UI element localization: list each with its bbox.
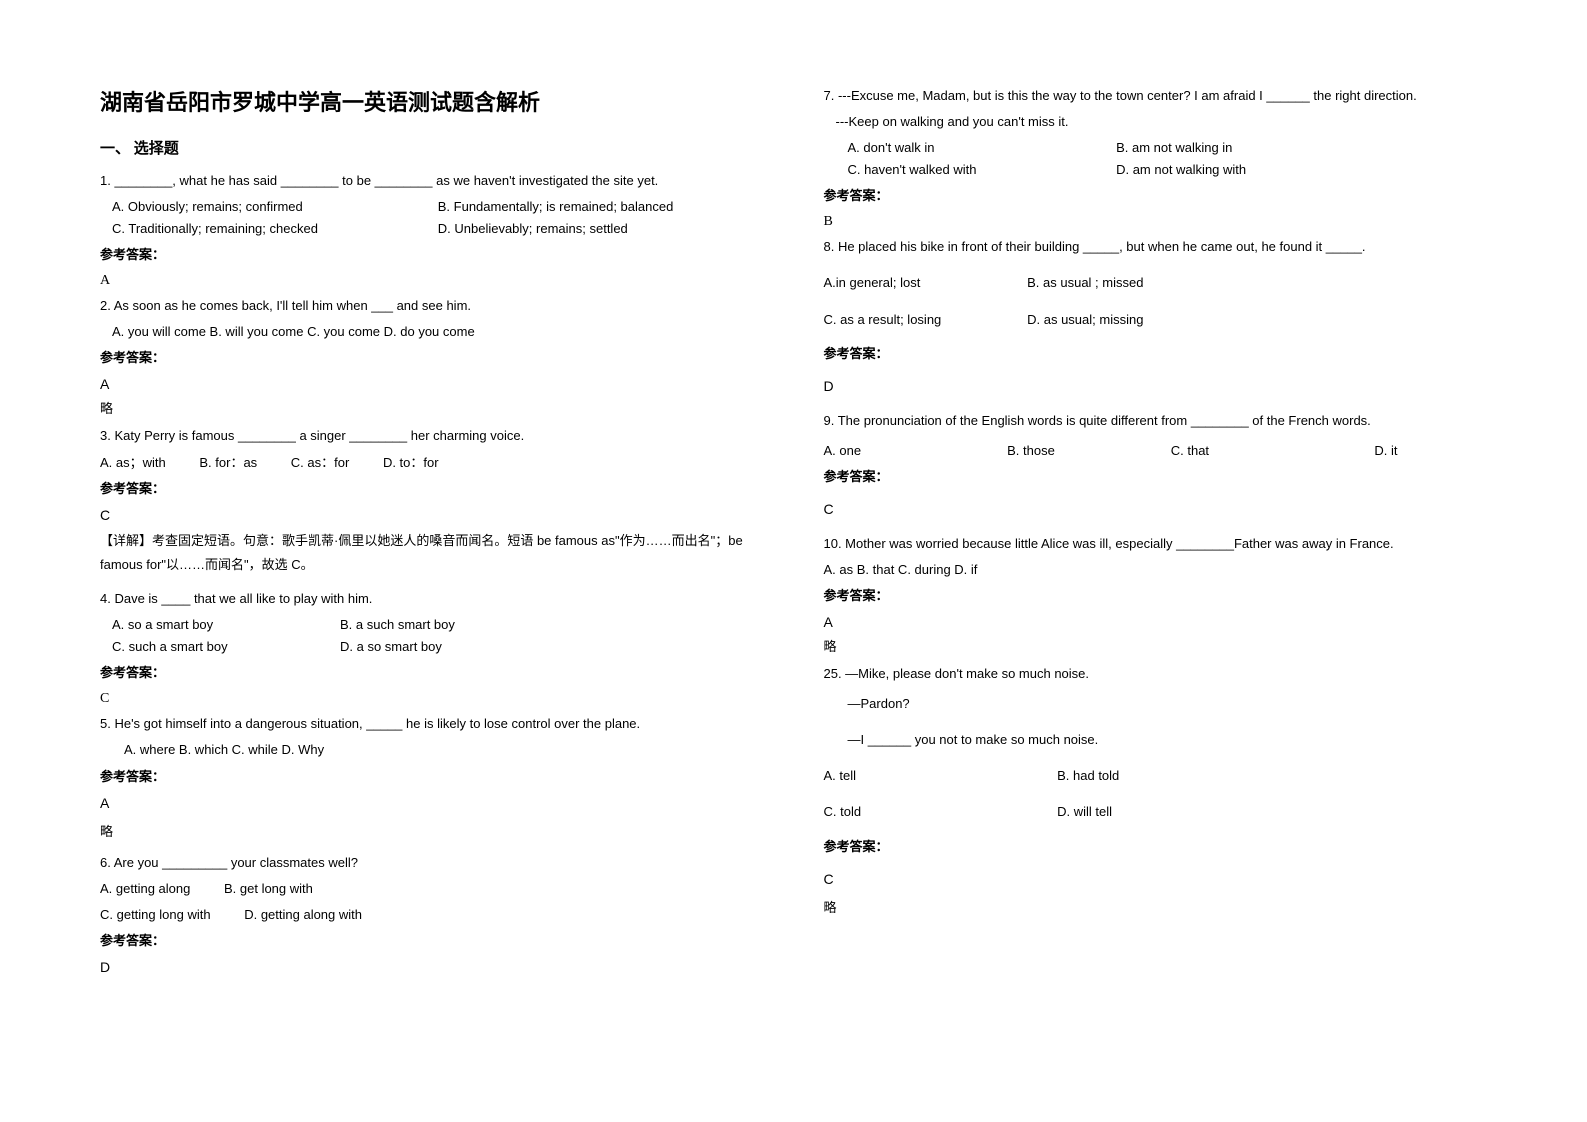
q1-optC: C. Traditionally; remaining; checked — [112, 218, 438, 240]
q3-answer: C — [100, 507, 764, 523]
q1-optD: D. Unbelievably; remains; settled — [438, 218, 764, 240]
q10-note: 略 — [824, 636, 1488, 655]
q9-optD: D. it — [1374, 443, 1397, 458]
q7-answer-label: 参考答案： — [824, 185, 1488, 204]
q3-answer-label: 参考答案： — [100, 478, 764, 497]
q25-row2: C. told D. will tell — [824, 801, 1488, 823]
q25-optC: C. told — [824, 801, 1054, 823]
q6-answer-label: 参考答案： — [100, 930, 764, 949]
q7-answer: B — [824, 214, 1488, 230]
q10-answer: A — [824, 614, 1488, 630]
q10-options: A. as B. that C. during D. if — [824, 559, 1488, 581]
q25-line2: —Pardon? — [824, 693, 1488, 715]
q7-optD: D. am not walking with — [1116, 159, 1436, 181]
q7-optA: A. don't walk in — [848, 137, 1117, 159]
q9-answer-label: 参考答案： — [824, 466, 1488, 485]
left-column: 湖南省岳阳市罗城中学高一英语测试题含解析 一、 选择题 1. ________,… — [100, 85, 764, 981]
q6-text: 6. Are you _________ your classmates wel… — [100, 852, 764, 874]
q4-options: A. so a smart boy B. a such smart boy C.… — [100, 614, 764, 658]
q3-optA: A. as；with — [100, 452, 166, 474]
q8-text: 8. He placed his bike in front of their … — [824, 236, 1488, 258]
q10-text: 10. Mother was worried because little Al… — [824, 533, 1488, 555]
q4-optA: A. so a smart boy — [112, 614, 340, 636]
q1-text: 1. ________, what he has said ________ t… — [100, 170, 764, 192]
q25-line3: —I ______ you not to make so much noise. — [824, 729, 1488, 751]
q25-answer-label: 参考答案： — [824, 836, 1488, 855]
q4-answer-label: 参考答案： — [100, 662, 764, 681]
q4-optB: B. a such smart boy — [340, 614, 666, 636]
q3-explain: 【详解】考查固定短语。句意：歌手凯蒂·佩里以她迷人的嗓音而闻名。短语 be fa… — [100, 529, 764, 578]
q2-note: 略 — [100, 398, 764, 417]
q25-note: 略 — [824, 897, 1488, 916]
q8-answer-label: 参考答案： — [824, 343, 1488, 362]
q4-answer: C — [100, 691, 764, 707]
q2-answer: A — [100, 376, 764, 392]
q8-optA: A.in general; lost — [824, 272, 1024, 294]
q6-row1: A. getting along B. get long with — [100, 878, 764, 900]
q9-optC: C. that — [1171, 440, 1371, 462]
q8-answer: D — [824, 378, 1488, 394]
q8-row1: A.in general; lost B. as usual ; missed — [824, 272, 1488, 294]
q6-optD: D. getting along with — [244, 904, 362, 926]
q6-row2: C. getting long with D. getting along wi… — [100, 904, 764, 926]
q8-optD: D. as usual; missing — [1027, 312, 1143, 327]
section-header: 一、 选择题 — [100, 137, 764, 158]
q25-answer: C — [824, 871, 1488, 887]
q2-options: A. you will come B. will you come C. you… — [100, 321, 764, 343]
q1-optA: A. Obviously; remains; confirmed — [112, 196, 438, 218]
q4-optC: C. such a smart boy — [112, 636, 340, 658]
q7-text1: 7. ---Excuse me, Madam, but is this the … — [824, 85, 1488, 107]
q25-optA: A. tell — [824, 765, 1054, 787]
q5-answer-label: 参考答案： — [100, 766, 764, 785]
q6-optB: B. get long with — [224, 878, 313, 900]
q25-optD: D. will tell — [1057, 804, 1112, 819]
q5-options: A. where B. which C. while D. Why — [100, 739, 764, 761]
right-column: 7. ---Excuse me, Madam, but is this the … — [824, 85, 1488, 981]
q25-optB: B. had told — [1057, 768, 1119, 783]
q7-text2: ---Keep on walking and you can't miss it… — [824, 111, 1488, 133]
q6-answer: D — [100, 959, 764, 975]
q9-optB: B. those — [1007, 440, 1167, 462]
q5-answer: A — [100, 795, 764, 811]
q4-optD: D. a so smart boy — [340, 636, 666, 658]
q25-row1: A. tell B. had told — [824, 765, 1488, 787]
q9-optA: A. one — [824, 440, 1004, 462]
q8-optB: B. as usual ; missed — [1027, 275, 1143, 290]
q7-optB: B. am not walking in — [1116, 137, 1436, 159]
q1-answer: A — [100, 273, 764, 289]
q7-options: A. don't walk in B. am not walking in C.… — [824, 137, 1488, 181]
q8-row2: C. as a result; losing D. as usual; miss… — [824, 309, 1488, 331]
q1-answer-label: 参考答案： — [100, 244, 764, 263]
q9-options: A. one B. those C. that D. it — [824, 440, 1488, 462]
q2-text: 2. As soon as he comes back, I'll tell h… — [100, 295, 764, 317]
q10-answer-label: 参考答案： — [824, 585, 1488, 604]
q3-optD: D. to：for — [383, 452, 439, 474]
q3-text: 3. Katy Perry is famous ________ a singe… — [100, 425, 764, 447]
q8-optC: C. as a result; losing — [824, 309, 1024, 331]
q4-text: 4. Dave is ____ that we all like to play… — [100, 588, 764, 610]
exam-title: 湖南省岳阳市罗城中学高一英语测试题含解析 — [100, 85, 764, 117]
q3-optC: C. as：for — [291, 452, 350, 474]
q6-optC: C. getting long with — [100, 904, 211, 926]
q1-options: A. Obviously; remains; confirmed B. Fund… — [100, 196, 764, 240]
page-container: 湖南省岳阳市罗城中学高一英语测试题含解析 一、 选择题 1. ________,… — [100, 85, 1487, 981]
q2-answer-label: 参考答案： — [100, 347, 764, 366]
q7-optC: C. haven't walked with — [848, 159, 1117, 181]
q9-answer: C — [824, 501, 1488, 517]
q3-options: A. as；with B. for：as C. as：for D. to：for — [100, 452, 764, 474]
q25-line1: 25. —Mike, please don't make so much noi… — [824, 663, 1488, 685]
q9-text: 9. The pronunciation of the English word… — [824, 410, 1488, 432]
q1-optB: B. Fundamentally; is remained; balanced — [438, 196, 764, 218]
q3-optB: B. for：as — [199, 452, 257, 474]
q5-text: 5. He's got himself into a dangerous sit… — [100, 713, 764, 735]
q5-note: 略 — [100, 821, 764, 840]
q6-optA: A. getting along — [100, 878, 190, 900]
